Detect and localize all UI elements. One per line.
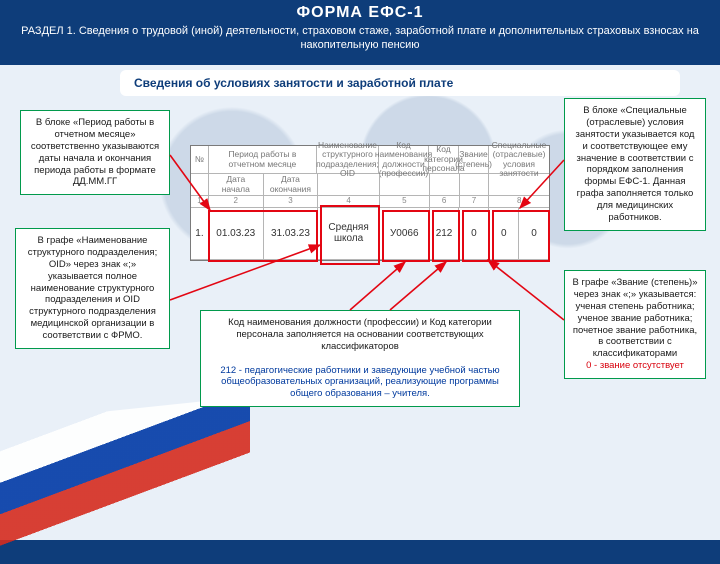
col-date-end: Дата окончания [264, 174, 319, 196]
highlight-position [382, 210, 430, 262]
cell-row-num: 1. [191, 208, 209, 260]
callout-zvanie-l4: в соответствии с классификаторами [593, 336, 677, 359]
col-period: Период работы в отчетном месяце [209, 146, 317, 174]
callout-zvanie-l1: ученая степень работника; [575, 301, 694, 312]
callout-period-text: В блоке «Период работы в отчетном месяце… [31, 117, 159, 187]
col-zvanie: Звание (степень) [459, 146, 489, 174]
callout-codes-212: 212 - педагогические работники и заведую… [220, 365, 499, 400]
callout-period: В блоке «Период работы в отчетном месяце… [20, 110, 170, 195]
callout-oid-text: В графе «Наименование структурного подра… [28, 235, 157, 341]
col-date-start: Дата начала [209, 174, 264, 196]
subtitle-band: Сведения об условиях занятости и заработ… [120, 70, 680, 96]
col-spec: Специальные (отраслевые) условия занятос… [489, 146, 549, 174]
col-oid: Наименование структурного подразделения;… [317, 146, 379, 174]
highlight-spec [492, 210, 550, 262]
highlight-oid [320, 205, 380, 265]
section-title: РАЗДЕЛ 1. Сведения о трудовой (иной) дея… [20, 24, 700, 53]
table-subheader-row: Дата начала Дата окончания [191, 174, 549, 196]
callout-zvanie-absent: 0 - звание отсутствует [586, 360, 684, 371]
callout-zvanie-head: В графе «Звание (степень)» через знак «;… [573, 277, 698, 300]
callout-zvanie-l3: почетное звание работника, [573, 325, 697, 336]
highlight-zvanie [462, 210, 490, 262]
highlight-category [432, 210, 460, 262]
table-header-row: № Период работы в отчетном месяце Наимен… [191, 146, 549, 174]
highlight-period [208, 210, 318, 262]
slide-header: ФОРМА ЕФС-1 РАЗДЕЛ 1. Сведения о трудово… [0, 0, 720, 57]
callout-spec: В блоке «Специальные (отраслевые) услови… [564, 98, 706, 231]
callout-zvanie-l2: ученое звание работника; [578, 313, 693, 324]
callout-oid: В графе «Наименование структурного подра… [15, 228, 170, 349]
callout-zvanie: В графе «Звание (степень)» через знак «;… [564, 270, 706, 379]
callout-codes-head: Код наименования должности (профессии) и… [228, 317, 492, 352]
flag-ribbon [0, 396, 250, 563]
form-title: ФОРМА ЕФС-1 [20, 4, 700, 22]
col-num: № [191, 146, 209, 174]
callout-codes: Код наименования должности (профессии) и… [200, 310, 520, 407]
callout-spec-text: В блоке «Специальные (отраслевые) услови… [576, 105, 695, 223]
